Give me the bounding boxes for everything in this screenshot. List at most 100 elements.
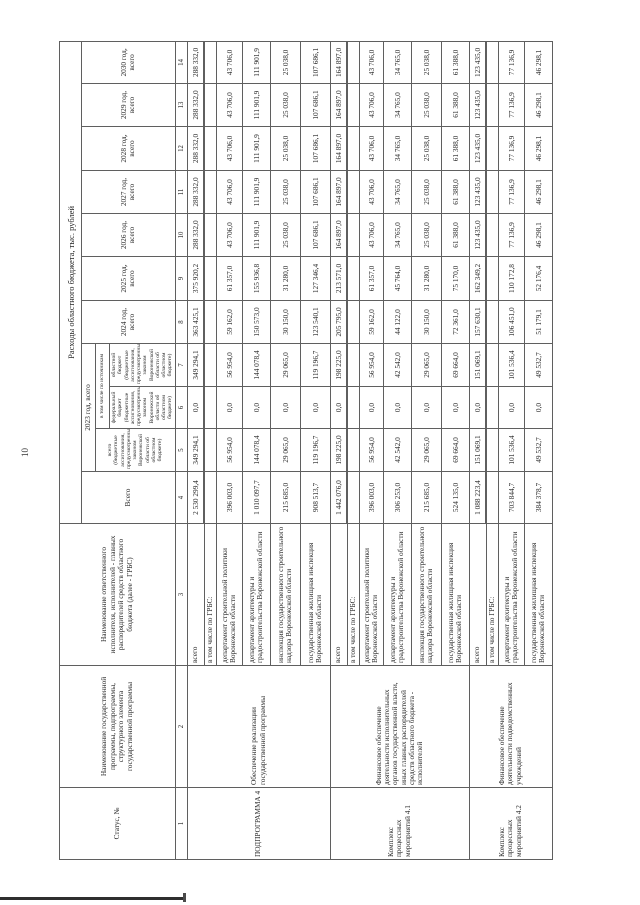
table-row: Комплекс процессных мероприятий 4.2 Финан… <box>469 41 552 860</box>
value-cell <box>347 428 359 472</box>
table-header: Статус, № Наименование государственной п… <box>59 41 187 860</box>
value-cell: 288 332,0 <box>187 83 204 127</box>
value-cell: 0,0 <box>383 386 411 429</box>
value-cell: 25 038,0 <box>270 83 300 127</box>
value-cell: 29 065,0 <box>411 428 441 472</box>
grbs-cell: в том числе по ГРБС: <box>486 523 498 666</box>
value-cell: 1 088 223,4 <box>469 471 486 524</box>
value-cell: 51 179,1 <box>524 300 552 344</box>
value-cell: 288 332,0 <box>187 41 204 84</box>
value-cell: 61 357,0 <box>216 256 242 301</box>
value-cell: 396 003,0 <box>359 471 383 524</box>
value-cell: 31 280,0 <box>270 256 300 301</box>
page-number: 10 <box>20 448 30 457</box>
value-cell: 0,0 <box>300 386 330 429</box>
value-cell: 123 435,0 <box>469 213 486 257</box>
value-cell: 144 078,4 <box>242 343 270 387</box>
value-cell: 123 435,0 <box>469 83 486 127</box>
value-cell: 157 630,1 <box>469 300 486 344</box>
value-cell: 215 685,0 <box>270 471 300 524</box>
value-cell: 0,0 <box>330 386 347 429</box>
grbs-cell: всего <box>187 523 204 666</box>
value-cell: 2 530 299,4 <box>187 471 204 524</box>
value-cell: 1 442 076,0 <box>330 471 347 524</box>
value-cell: 155 936,8 <box>242 256 270 301</box>
table-body: ПОДПРОГРАММА 4 Обеспечение реализации гос… <box>187 41 552 860</box>
grbs-cell: инспекция государственного строительного… <box>270 523 300 666</box>
value-cell: 164 897,0 <box>330 170 347 214</box>
column-number-row: 1 2 3 4 5 6 7 8 9 10 11 12 13 14 <box>175 41 187 860</box>
grbs-cell: департамент архитектуры и градостроитель… <box>242 523 270 666</box>
value-cell: 43 706,0 <box>359 41 383 84</box>
value-cell: 25 038,0 <box>270 170 300 214</box>
value-cell: 43 706,0 <box>359 83 383 127</box>
value-cell: 198 225,0 <box>330 343 347 387</box>
grbs-cell: государственная жилищная инспекция Ворон… <box>441 523 469 666</box>
value-cell <box>486 213 498 257</box>
value-cell: 69 664,0 <box>441 343 469 387</box>
year-2027-header: 2027 год, всего <box>81 170 175 214</box>
value-cell <box>347 471 359 524</box>
value-cell: 110 172,8 <box>498 256 524 301</box>
total-column-header: Всего <box>81 471 175 524</box>
value-cell: 150 573,0 <box>242 300 270 344</box>
column-number-cell: 13 <box>175 83 187 127</box>
value-cell: 61 388,0 <box>441 41 469 84</box>
value-cell: 46 298,1 <box>524 170 552 214</box>
value-cell: 111 901,9 <box>242 213 270 257</box>
value-cell: 77 136,9 <box>498 170 524 214</box>
value-cell: 43 706,0 <box>216 126 242 171</box>
value-cell: 34 765,0 <box>383 126 411 171</box>
column-number-cell: 12 <box>175 126 187 171</box>
column-number-cell: 3 <box>175 523 187 666</box>
value-cell: 213 571,0 <box>330 256 347 301</box>
section-status-cell: Комплекс процессных мероприятий 4.2 <box>469 787 552 860</box>
value-cell: 56 954,0 <box>216 343 242 387</box>
value-cell: 111 901,9 <box>242 41 270 84</box>
column-number-cell: 10 <box>175 213 187 257</box>
value-cell: 306 253,0 <box>383 471 411 524</box>
value-cell: 46 298,1 <box>524 213 552 257</box>
value-cell: 107 686,1 <box>300 41 330 84</box>
value-cell: 43 706,0 <box>216 83 242 127</box>
column-number-cell: 6 <box>175 386 187 429</box>
value-cell: 349 294,1 <box>187 343 204 387</box>
value-cell: 30 150,0 <box>270 300 300 344</box>
value-cell: 0,0 <box>411 386 441 429</box>
value-cell: 106 451,0 <box>498 300 524 344</box>
value-cell: 101 536,4 <box>498 343 524 387</box>
value-cell: 164 897,0 <box>330 41 347 84</box>
column-number-cell: 1 <box>175 787 187 860</box>
value-cell: 31 280,0 <box>411 256 441 301</box>
value-cell: 72 361,0 <box>441 300 469 344</box>
table-row: ПОДПРОГРАММА 4 Обеспечение реализации гос… <box>187 41 330 860</box>
value-cell <box>204 256 216 301</box>
value-cell <box>204 83 216 127</box>
program-column-header: Наименование государственной программы, … <box>59 665 175 788</box>
value-cell: 69 664,0 <box>441 428 469 472</box>
value-cell <box>204 471 216 524</box>
value-cell: 77 136,9 <box>498 126 524 171</box>
value-cell: 43 706,0 <box>216 41 242 84</box>
value-cell: 29 065,0 <box>411 343 441 387</box>
value-cell: 77 136,9 <box>498 83 524 127</box>
scan-edge-artifact-tick <box>183 893 186 902</box>
value-cell <box>347 386 359 429</box>
value-cell: 111 901,9 <box>242 170 270 214</box>
value-cell: 42 542,0 <box>383 428 411 472</box>
value-cell: 0,0 <box>441 386 469 429</box>
value-cell <box>204 41 216 84</box>
value-cell: 107 686,1 <box>300 213 330 257</box>
value-cell: 123 435,0 <box>469 126 486 171</box>
value-cell: 908 513,7 <box>300 471 330 524</box>
value-cell: 111 901,9 <box>242 126 270 171</box>
federal-budget-subheader: федеральный бюджет (бюджетные ассигнован… <box>109 386 175 429</box>
value-cell: 363 425,1 <box>187 300 204 344</box>
year-2023-total-subheader: всего (бюджетные ассигнования, предусмот… <box>95 428 175 472</box>
value-cell: 61 357,0 <box>359 256 383 301</box>
value-cell: 349 294,1 <box>187 428 204 472</box>
value-cell: 25 038,0 <box>411 83 441 127</box>
value-cell: 56 954,0 <box>359 343 383 387</box>
value-cell <box>486 41 498 84</box>
